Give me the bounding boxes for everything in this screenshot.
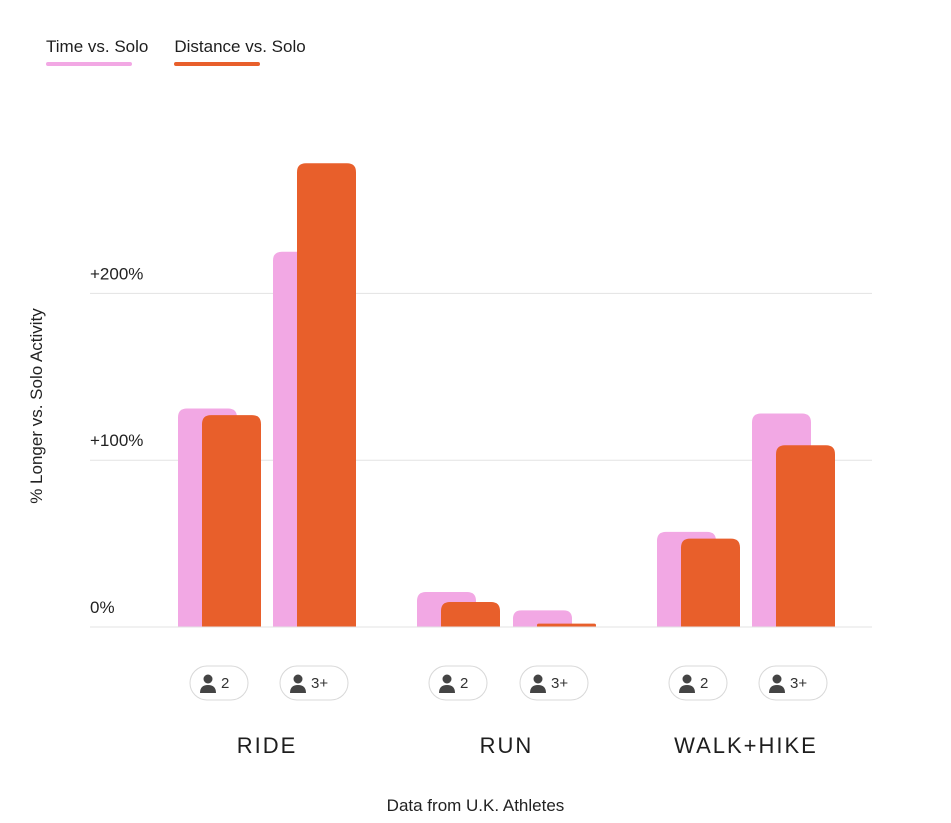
bar-walk-hike-3plus-distance-vs-solo bbox=[776, 445, 835, 627]
group-size-pill-ride-2[interactable]: 2 bbox=[189, 665, 249, 701]
bar-chart: 0% +100% +200% % Longer vs. Solo Activity 2 3… bbox=[27, 163, 872, 758]
bar-run-2-distance-vs-solo bbox=[441, 601, 500, 627]
pill-outline bbox=[428, 665, 488, 701]
person-icon-body bbox=[679, 685, 695, 693]
legend: Time vs. Solo Distance vs. Solo bbox=[46, 36, 306, 66]
legend-swatch-distance bbox=[174, 62, 261, 66]
bar-walk-hike-2-distance-vs-solo bbox=[681, 538, 740, 627]
group-size-label: 2 bbox=[700, 675, 708, 692]
person-icon-body bbox=[769, 685, 785, 693]
bar-ride-3plus-distance-vs-solo bbox=[297, 163, 356, 627]
group-size-pill-ride-3plus[interactable]: 3+ bbox=[279, 665, 349, 701]
person-icon bbox=[439, 674, 455, 693]
person-icon-body bbox=[200, 685, 216, 693]
person-icon-head bbox=[682, 674, 692, 684]
category-label-walk-hike: WALK+HIKE bbox=[674, 733, 818, 758]
person-icon bbox=[769, 674, 785, 693]
y-tick-label-0: 0% bbox=[90, 598, 115, 617]
group-size-pill-run-2[interactable]: 2 bbox=[428, 665, 488, 701]
y-tick-label-200: +200% bbox=[90, 264, 143, 283]
legend-label-time: Time vs. Solo bbox=[46, 37, 149, 56]
bar-run-3plus-time-vs-solo bbox=[513, 610, 572, 627]
person-icon bbox=[200, 674, 216, 693]
person-icon-head bbox=[533, 674, 543, 684]
group-size-label: 2 bbox=[460, 675, 468, 692]
group-size-pill-walk-hike-2[interactable]: 2 bbox=[668, 665, 728, 701]
group-size-label: 3+ bbox=[790, 675, 807, 692]
person-icon bbox=[679, 674, 695, 693]
group-size-label: 3+ bbox=[551, 675, 568, 692]
person-icon bbox=[530, 674, 546, 693]
pill-outline bbox=[668, 665, 728, 701]
person-icon-head bbox=[442, 674, 452, 684]
bar-ride-2-distance-vs-solo bbox=[202, 415, 261, 627]
person-icon-head bbox=[203, 674, 213, 684]
person-icon-body bbox=[439, 685, 455, 693]
y-axis-label: % Longer vs. Solo Activity bbox=[27, 308, 46, 504]
footnote: Data from U.K. Athletes bbox=[386, 796, 565, 815]
legend-item-distance[interactable]: Distance vs. Solo bbox=[174, 36, 306, 66]
group-size-pill-run-3plus[interactable]: 3+ bbox=[519, 665, 589, 701]
group-size-label: 2 bbox=[221, 675, 229, 692]
legend-label-distance: Distance vs. Solo bbox=[174, 37, 306, 56]
pill-outline bbox=[189, 665, 249, 701]
person-icon bbox=[290, 674, 306, 693]
category-label-ride: RIDE bbox=[237, 733, 298, 758]
person-icon-body bbox=[530, 685, 546, 693]
bar-run-3plus-distance-vs-solo bbox=[537, 623, 596, 627]
person-icon-head bbox=[293, 674, 303, 684]
legend-swatch-time bbox=[46, 62, 132, 66]
person-icon-body bbox=[290, 685, 306, 693]
person-icon-head bbox=[772, 674, 782, 684]
group-size-pill-walk-hike-3plus[interactable]: 3+ bbox=[758, 665, 828, 701]
category-label-run: RUN bbox=[480, 733, 534, 758]
legend-item-time[interactable]: Time vs. Solo bbox=[46, 36, 148, 66]
group-size-label: 3+ bbox=[311, 675, 328, 692]
y-tick-label-100: +100% bbox=[90, 431, 143, 450]
